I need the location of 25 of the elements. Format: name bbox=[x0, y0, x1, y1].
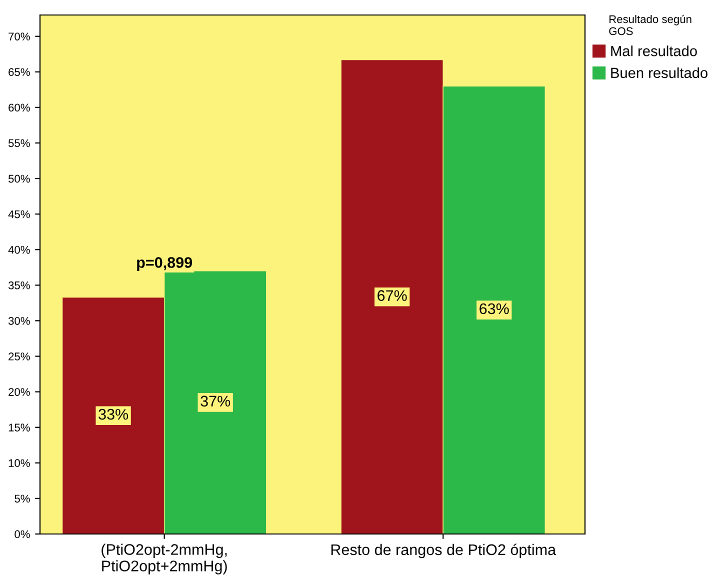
data-label: 33% bbox=[98, 408, 128, 420]
y-tick-label: 45% bbox=[8, 210, 30, 218]
y-tick-label: 5% bbox=[14, 494, 30, 503]
y-tick-label: 50% bbox=[8, 174, 30, 183]
legend-label: Buen resultado bbox=[611, 67, 708, 78]
data-label: 63% bbox=[480, 303, 509, 314]
y-tick-label: 55% bbox=[8, 139, 30, 148]
legend-title: Resultado según GOS bbox=[609, 14, 692, 36]
data-label: 37% bbox=[200, 396, 230, 407]
x-tick-label: Resto de rangos de PtiO2 óptima bbox=[331, 544, 556, 558]
data-label: 67% bbox=[378, 290, 407, 301]
annotation: p=0,899 bbox=[137, 257, 192, 271]
y-tick-label: 35% bbox=[8, 281, 30, 290]
x-tick-label: (PtiO2opt-2mmHg, PtiO2opt+2mmHg) bbox=[102, 544, 227, 574]
y-tick-label: 40% bbox=[8, 246, 30, 254]
y-tick-label: 0% bbox=[14, 530, 30, 538]
y-tick-label: 60% bbox=[8, 104, 30, 112]
y-tick-label: 25% bbox=[8, 352, 30, 360]
y-tick-label: 30% bbox=[8, 316, 30, 325]
y-tick-label: 20% bbox=[8, 388, 30, 396]
legend-label: Mal resultado bbox=[611, 46, 697, 56]
y-tick-label: 65% bbox=[8, 68, 30, 76]
y-tick-label: 10% bbox=[8, 459, 30, 468]
y-tick-label: 15% bbox=[8, 424, 30, 432]
y-tick-label: 70% bbox=[8, 32, 30, 40]
